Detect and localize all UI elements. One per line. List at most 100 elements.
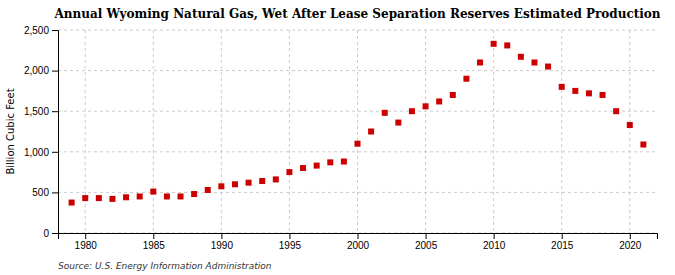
grid-line-x xyxy=(289,30,290,233)
x-axis-line xyxy=(59,234,658,240)
point xyxy=(355,141,361,147)
y-tick: 2,500 xyxy=(24,25,58,36)
grid-line-x xyxy=(561,30,562,233)
y-tick-label: 0 xyxy=(43,228,49,239)
x-tick-label: 1980 xyxy=(75,240,98,251)
y-tick-label: 1,000 xyxy=(24,147,49,158)
x-tick-mark xyxy=(358,233,359,239)
point xyxy=(600,92,606,98)
point xyxy=(436,98,442,104)
y-tick: 500 xyxy=(32,187,58,198)
x-tick-label: 1990 xyxy=(211,240,234,251)
point xyxy=(368,129,374,135)
point xyxy=(286,169,292,175)
point xyxy=(205,187,211,193)
y-tick: 1,500 xyxy=(24,106,58,117)
x-tick-label: 2020 xyxy=(619,240,642,251)
x-tick: 2010 xyxy=(483,233,506,251)
x-tick: 1990 xyxy=(211,233,234,251)
x-tick-mark xyxy=(494,233,495,239)
x-tick-label: 2005 xyxy=(415,240,438,251)
x-tick-label: 1995 xyxy=(279,240,302,251)
point xyxy=(259,178,265,184)
y-tick-mark xyxy=(52,71,58,72)
point xyxy=(218,183,224,189)
x-tick-label: 2010 xyxy=(483,240,506,251)
y-tick-label: 1,500 xyxy=(24,106,49,117)
point xyxy=(450,92,456,98)
point xyxy=(586,90,592,96)
point xyxy=(137,193,143,199)
x-tick-mark xyxy=(562,233,563,239)
point xyxy=(627,122,633,128)
point xyxy=(246,180,252,186)
x-tick: 2020 xyxy=(619,233,642,251)
y-tick-label: 2,500 xyxy=(24,25,49,36)
x-tick: 1995 xyxy=(279,233,302,251)
y-tick-mark xyxy=(52,111,58,112)
point xyxy=(477,59,483,65)
point xyxy=(640,141,646,147)
point xyxy=(409,108,415,114)
y-tick-label: 500 xyxy=(32,187,49,198)
point xyxy=(559,84,565,90)
chart-container: 1980198519901995200020052010201520200500… xyxy=(0,0,675,275)
grid-line-x xyxy=(425,30,426,233)
x-tick: 2005 xyxy=(415,233,438,251)
y-tick: 0 xyxy=(43,228,58,239)
grid-line-x xyxy=(629,30,630,233)
point xyxy=(327,159,333,165)
grid xyxy=(58,30,657,233)
y-tick-label: 2,000 xyxy=(24,65,49,76)
point xyxy=(109,196,115,202)
x-tick-mark xyxy=(630,233,631,239)
grid-line-x xyxy=(493,30,494,233)
point xyxy=(382,110,388,116)
y-axis: 0 500 1,000 1,500 2,000 2,500 xyxy=(24,25,59,239)
point xyxy=(518,54,524,60)
point xyxy=(314,163,320,169)
plot: 1980198519901995200020052010201520200500… xyxy=(24,25,658,251)
point xyxy=(178,193,184,199)
x-tick: 1985 xyxy=(143,233,166,251)
grid-line-x xyxy=(153,30,154,233)
point xyxy=(82,195,88,201)
chart-svg: 1980198519901995200020052010201520200500… xyxy=(0,0,675,275)
point xyxy=(545,64,551,70)
point xyxy=(423,103,429,109)
y-tick: 2,000 xyxy=(24,65,58,76)
point xyxy=(96,195,102,201)
grid-line-x xyxy=(357,30,358,233)
grid-line-y xyxy=(58,70,657,71)
point xyxy=(164,193,170,199)
point xyxy=(273,176,279,182)
point xyxy=(150,189,156,195)
point xyxy=(463,76,469,82)
title: Annual Wyoming Natural Gas, Wet After Le… xyxy=(53,7,660,21)
y-tick-mark xyxy=(52,192,58,193)
y-tick-mark xyxy=(52,152,58,153)
point xyxy=(395,120,401,126)
point xyxy=(491,41,497,47)
point xyxy=(341,159,347,165)
point xyxy=(504,42,510,48)
x-tick-mark xyxy=(85,233,86,239)
x-tick-mark xyxy=(221,233,222,239)
x-tick: 2000 xyxy=(347,233,370,251)
grid-line-x xyxy=(85,30,86,233)
y-tick-mark xyxy=(52,233,58,234)
point xyxy=(123,194,129,200)
annotation: Source: U.S. Energy Information Administ… xyxy=(58,261,272,271)
grid-line-x xyxy=(221,30,222,233)
x-tick-mark xyxy=(289,233,290,239)
point xyxy=(300,165,306,171)
x-axis: 198019851990199520002005201020152020 xyxy=(59,233,658,251)
x-tick-label: 1985 xyxy=(143,240,166,251)
y-axis-line xyxy=(52,31,59,234)
y-tick: 1,000 xyxy=(24,147,58,158)
x-tick-mark xyxy=(426,233,427,239)
marks xyxy=(69,41,647,206)
point xyxy=(191,191,197,197)
point xyxy=(572,88,578,94)
point xyxy=(69,200,75,206)
